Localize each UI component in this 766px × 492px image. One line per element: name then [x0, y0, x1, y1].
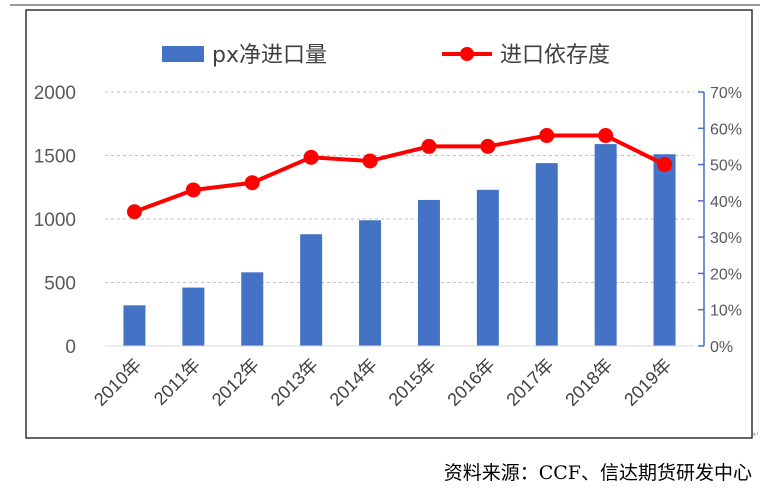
right-tick-label: 20%: [710, 266, 742, 283]
left-tick-label: 500: [44, 274, 76, 295]
line-point: [126, 204, 142, 220]
legend-swatch-bar: [162, 46, 204, 62]
paragraph-mark: ↵: [752, 430, 760, 440]
x-tick-label: 2014年: [326, 355, 381, 410]
legend: px净进口量 进口依存度: [162, 43, 610, 68]
bar: [653, 154, 676, 346]
x-tick-label: 2016年: [443, 355, 498, 410]
axes: 0 500 1000 1500 2000 0% 10% 20% 30% 40% 50% 60% 70%: [34, 83, 742, 358]
bar: [594, 144, 617, 346]
bar: [300, 234, 323, 346]
line-series: [126, 128, 673, 220]
x-tick-label: 2013年: [267, 355, 322, 410]
right-tick-label: 60%: [710, 121, 742, 138]
x-tick-label: 2017年: [502, 355, 557, 410]
dual-axis-chart: px净进口量 进口依存度 0 500 1000 1500 2000 0% 10% 20% 30% 4…: [10, 4, 760, 439]
bar: [417, 199, 440, 346]
left-tick-label: 1500: [34, 147, 76, 168]
x-axis-labels: 2010年 2011年 2012年 2013年 2014年 2015年 2016年 2017年…: [90, 355, 675, 410]
right-tick-label: 40%: [710, 194, 742, 211]
right-tick-label: 0%: [710, 339, 733, 356]
bar-series: [123, 144, 676, 346]
left-tick-label: 2000: [34, 83, 76, 104]
bar: [241, 272, 264, 346]
line-point: [480, 138, 496, 154]
line-point: [657, 157, 673, 173]
x-tick-label: 2012年: [208, 355, 263, 410]
line-point: [598, 128, 614, 144]
bar: [182, 287, 205, 346]
legend-label-line: 进口依存度: [500, 43, 610, 68]
legend-label-bar: px净进口量: [212, 43, 327, 68]
line-point: [362, 153, 378, 169]
legend-swatch-marker: [460, 47, 474, 61]
line-point: [421, 138, 437, 154]
x-tick-label: 2019年: [620, 355, 675, 410]
line-point: [303, 149, 319, 165]
bar: [359, 220, 382, 346]
x-tick-label: 2011年: [150, 355, 204, 409]
x-tick-label: 2015年: [385, 355, 440, 410]
bar: [123, 305, 146, 346]
bar: [476, 189, 499, 346]
dependency-line: [133, 133, 666, 214]
right-tick-label: 30%: [710, 230, 742, 247]
source-note: 资料来源：CCF、信达期货研发中心: [443, 462, 752, 484]
right-tick-label: 50%: [710, 158, 742, 175]
line-point: [539, 128, 555, 144]
right-tick-label: 70%: [710, 85, 742, 102]
chart-frame: px净进口量 进口依存度 0 500 1000 1500 2000 0% 10% 20% 30% 4…: [10, 0, 760, 440]
x-tick-label: 2018年: [561, 355, 616, 410]
line-point: [185, 182, 201, 198]
line-point: [244, 175, 260, 191]
bar: [535, 163, 558, 346]
right-tick-label: 10%: [710, 303, 742, 320]
left-tick-label: 1000: [34, 210, 76, 231]
x-tick-label: 2010年: [90, 355, 145, 410]
chart-border: [25, 9, 753, 439]
left-tick-label: 0: [65, 337, 76, 358]
